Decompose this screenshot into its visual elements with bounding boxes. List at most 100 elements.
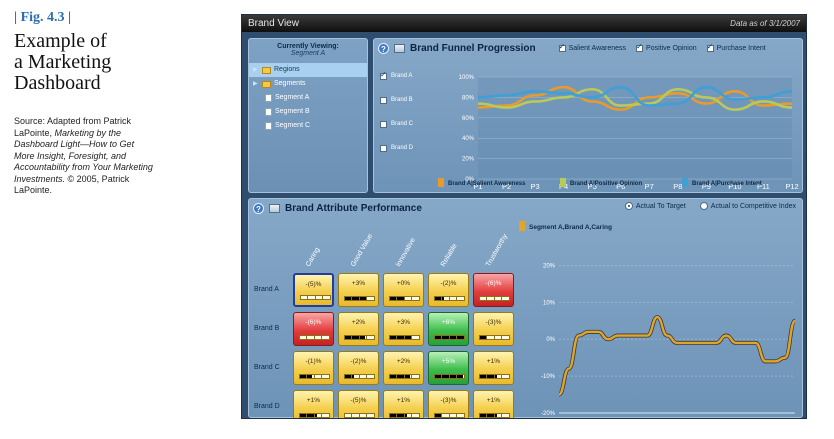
tick-mark (479, 374, 487, 379)
radio-icon[interactable] (699, 202, 708, 210)
caring-trend-chart: Segment A,Brand A,Caring -20% -10% 0% 10% 20% (519, 221, 797, 417)
x-tick-label: P10 (728, 182, 741, 189)
tick-mark (487, 374, 495, 379)
tick-mark (315, 374, 323, 379)
tree-item-label: Segments (274, 80, 306, 87)
heatmap-cell[interactable]: -(1)% (293, 351, 334, 385)
heatmap-cell[interactable]: +3% (338, 273, 379, 307)
radio-actual-to-competitive-index[interactable]: Actual to Competitive Index (699, 202, 796, 210)
window-title: Brand View (248, 18, 299, 29)
cell-progress-ticks (299, 374, 330, 379)
heatmap-cell[interactable]: -(2)% (428, 273, 469, 307)
series-line (477, 87, 793, 111)
heatmap-cell[interactable]: -(5)% (293, 273, 334, 307)
tree-item-segment-b[interactable]: Segment B (249, 105, 367, 119)
radio-icon[interactable] (624, 202, 633, 210)
heatmap-cell[interactable]: +3% (383, 312, 424, 346)
tick-mark (360, 335, 368, 340)
tick-mark (502, 413, 510, 418)
cell-progress-fill (480, 336, 488, 339)
metric-label: Salient Awareness (568, 44, 627, 52)
brand-toggle-brand-b[interactable]: Brand B (380, 88, 430, 112)
tick-mark (367, 413, 375, 418)
x-tick-label: P12 (785, 182, 798, 189)
x-tick-label: P1 (473, 182, 482, 189)
heatmap-cell[interactable]: -(6)% (293, 312, 334, 346)
heatmap-cell[interactable]: -(5)% (338, 390, 379, 418)
cell-value: +3% (351, 280, 366, 287)
cell-value: -(1)% (305, 358, 322, 365)
tick-mark (479, 413, 487, 418)
tick-mark (397, 374, 405, 379)
metric-checkboxes: Salient Awareness Positive Opinion Purchas… (558, 42, 766, 52)
tick-mark (344, 335, 352, 340)
heatmap-cell[interactable]: +1% (293, 390, 334, 418)
tick-mark (360, 296, 368, 301)
tick-mark (405, 413, 413, 418)
heatmap-cell[interactable]: -(3)% (428, 390, 469, 418)
checkbox-icon[interactable] (706, 42, 714, 52)
checkbox-icon[interactable] (636, 42, 644, 52)
tick-mark (450, 335, 458, 340)
checkbox-icon[interactable] (380, 70, 387, 80)
metric-toggle-positive-opinion[interactable]: Positive Opinion (636, 42, 697, 52)
table-view-icon[interactable] (269, 203, 280, 213)
help-icon[interactable]: ? (253, 202, 264, 214)
checkbox-icon[interactable] (380, 144, 387, 152)
x-tick-label: P6 (616, 182, 625, 189)
checkbox-icon[interactable] (380, 96, 387, 104)
brand-toggle-brand-a[interactable]: Brand A (380, 64, 430, 88)
checkbox-icon[interactable] (380, 120, 387, 128)
metric-toggle-purchase-intent[interactable]: Purchase Intent (706, 42, 766, 52)
tick-mark (315, 335, 323, 340)
brand-toggle-brand-d[interactable]: Brand D (380, 136, 430, 160)
heatmap-cell[interactable]: +1% (473, 390, 514, 418)
tick-mark (495, 335, 503, 340)
metric-toggle-salient-awareness[interactable]: Salient Awareness (558, 42, 627, 52)
tree-item-segment-a[interactable]: Segment A (249, 91, 367, 105)
heatmap-cell[interactable]: -(3)% (473, 312, 514, 346)
cell-progress-ticks (344, 413, 375, 418)
navigation-tree: ▶ Regions ▶ Segments Segment A Segment B Segme… (249, 63, 367, 133)
cell-value: -(6)% (485, 280, 502, 287)
heatmap-cell[interactable]: +1% (383, 390, 424, 418)
heatmap-cell[interactable]: +6% (428, 312, 469, 346)
heatmap-cell[interactable]: +0% (383, 273, 424, 307)
tree-item-regions[interactable]: ▶ Regions (249, 63, 367, 77)
cell-progress-ticks (344, 374, 375, 379)
cell-progress-ticks (434, 413, 465, 418)
heatmap-cell[interactable]: +2% (338, 312, 379, 346)
cell-value: +2% (351, 319, 366, 326)
cell-progress-ticks (434, 296, 465, 301)
tick-mark (397, 413, 405, 418)
expand-arrow-icon[interactable]: ▶ (253, 81, 258, 87)
brand-label: Brand A (391, 73, 413, 79)
brand-toggle-brand-c[interactable]: Brand C (380, 112, 430, 136)
tick-mark (442, 296, 450, 301)
tick-mark (389, 413, 397, 418)
tree-item-segments[interactable]: ▶ Segments (249, 77, 367, 91)
help-icon[interactable]: ? (378, 42, 389, 54)
heatmap-cell[interactable]: +1% (473, 351, 514, 385)
y-tick-label: 0% (546, 337, 555, 343)
column-header-reliable: Reliable (439, 242, 459, 268)
tick-mark (316, 295, 324, 300)
table-view-icon[interactable] (394, 43, 405, 53)
cell-progress-fill (480, 375, 498, 378)
cell-progress-ticks (344, 296, 375, 301)
tick-mark (344, 374, 352, 379)
expand-arrow-icon[interactable]: ▶ (253, 67, 258, 73)
tree-item-segment-c[interactable]: Segment C (249, 119, 367, 133)
tick-mark (322, 335, 330, 340)
heatmap-cell[interactable]: -(2)% (338, 351, 379, 385)
heatmap-cell[interactable]: -(6)% (473, 273, 514, 307)
radio-actual-to-target[interactable]: Actual To Target (624, 202, 686, 210)
tick-mark (487, 335, 495, 340)
heatmap-cell[interactable]: +2% (383, 351, 424, 385)
heatmap-cell[interactable]: +5% (428, 351, 469, 385)
tick-mark (367, 374, 375, 379)
checkbox-icon[interactable] (558, 42, 566, 52)
tick-mark (442, 374, 450, 379)
cell-value: +3% (396, 319, 411, 326)
brand-label: Brand B (391, 97, 413, 103)
